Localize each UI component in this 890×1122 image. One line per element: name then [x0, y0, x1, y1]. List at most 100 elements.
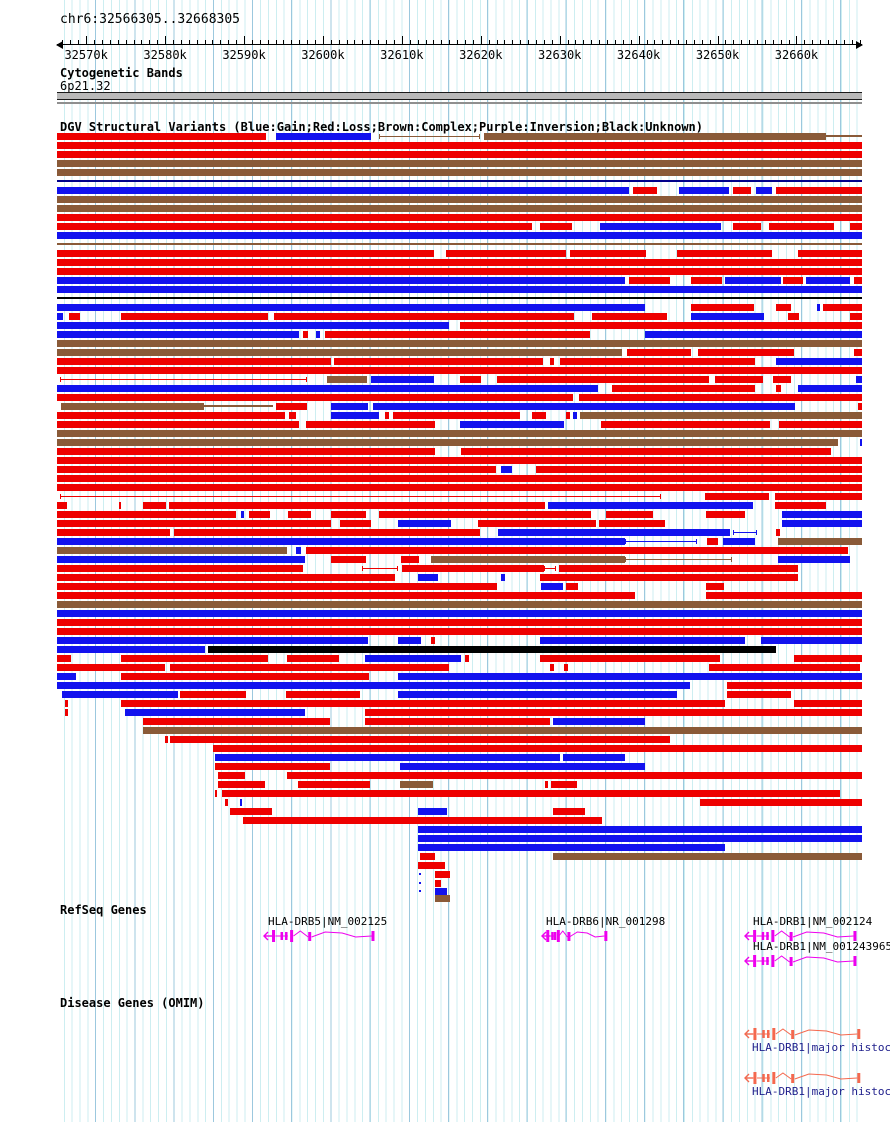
dgv-variant-bar[interactable]: [549, 664, 554, 671]
dgv-variant-bar[interactable]: [57, 358, 331, 365]
dgv-variant-bar[interactable]: [57, 655, 71, 662]
dgv-variant-bar[interactable]: [248, 511, 271, 518]
dgv-variant-bar[interactable]: [558, 565, 799, 572]
dgv-variant-bar[interactable]: [316, 331, 321, 338]
dgv-variant-bar[interactable]: [417, 808, 447, 815]
dgv-variant-bar[interactable]: [676, 250, 772, 257]
dgv-variant-bar[interactable]: [849, 313, 862, 320]
dgv-variant-bar[interactable]: [781, 520, 862, 527]
dgv-variant-bar[interactable]: [705, 583, 725, 590]
dgv-variant-bar[interactable]: [57, 538, 626, 545]
dgv-variant-bar[interactable]: [57, 610, 862, 617]
dgv-variant-bar[interactable]: [169, 664, 450, 671]
dgv-variant-bar[interactable]: [626, 349, 691, 356]
dgv-variant-bar[interactable]: [326, 376, 367, 383]
dgv-variant-bar[interactable]: [461, 448, 832, 455]
dgv-variant-bar[interactable]: [57, 475, 862, 482]
dgv-variant-bar[interactable]: [691, 313, 764, 320]
dgv-variant-bar[interactable]: [57, 142, 862, 149]
dgv-variant-line[interactable]: [418, 873, 421, 875]
dgv-variant-bar[interactable]: [697, 349, 794, 356]
dgv-variant-bar[interactable]: [459, 421, 565, 428]
dgv-variant-bar[interactable]: [57, 187, 629, 194]
dgv-variant-bar[interactable]: [69, 313, 80, 320]
dgv-variant-bar[interactable]: [57, 673, 77, 680]
dgv-variant-bar[interactable]: [57, 511, 236, 518]
dgv-variant-bar[interactable]: [805, 277, 850, 284]
dgv-variant-bar[interactable]: [431, 637, 435, 644]
dgv-variant-bar[interactable]: [57, 322, 450, 329]
dgv-variant-ibeam-line[interactable]: [733, 532, 758, 533]
dgv-variant-bar[interactable]: [691, 277, 722, 284]
dgv-variant-bar[interactable]: [214, 754, 561, 761]
dgv-variant-bar[interactable]: [500, 466, 512, 473]
dgv-variant-bar[interactable]: [303, 331, 309, 338]
dgv-variant-bar[interactable]: [793, 700, 862, 707]
dgv-variant-bar[interactable]: [601, 421, 771, 428]
dgv-variant-bar[interactable]: [325, 331, 590, 338]
dgv-variant-bar[interactable]: [287, 655, 339, 662]
dgv-variant-bar[interactable]: [501, 574, 505, 581]
dgv-variant-bar[interactable]: [57, 583, 498, 590]
dgv-variant-bar[interactable]: [57, 331, 299, 338]
dgv-variant-bar[interactable]: [57, 367, 862, 374]
dgv-variant-bar[interactable]: [222, 790, 841, 797]
dgv-variant-bar[interactable]: [57, 205, 862, 212]
dgv-variant-bar[interactable]: [379, 511, 591, 518]
dgv-variant-bar[interactable]: [57, 394, 573, 401]
dgv-variant-bar[interactable]: [275, 133, 371, 140]
dgv-variant-line[interactable]: [825, 135, 862, 137]
dgv-variant-bar[interactable]: [218, 772, 246, 779]
dgv-variant-bar[interactable]: [57, 646, 206, 653]
dgv-variant-bar[interactable]: [417, 835, 862, 842]
dgv-variant-bar[interactable]: [57, 628, 862, 635]
dgv-variant-bar[interactable]: [398, 673, 862, 680]
dgv-variant-ibeam-line[interactable]: [60, 379, 307, 380]
dgv-variant-bar[interactable]: [761, 637, 862, 644]
refseq-gene-glyph[interactable]: [263, 929, 376, 943]
dgv-variant-bar[interactable]: [459, 376, 482, 383]
dgv-variant-bar[interactable]: [57, 439, 838, 446]
dgv-variant-bar[interactable]: [552, 853, 862, 860]
dgv-variant-bar[interactable]: [435, 895, 450, 902]
dgv-variant-bar[interactable]: [778, 538, 862, 545]
dgv-variant-bar[interactable]: [459, 322, 862, 329]
dgv-variant-line[interactable]: [57, 243, 862, 245]
dgv-variant-bar[interactable]: [143, 718, 330, 725]
dgv-variant-bar[interactable]: [57, 421, 299, 428]
dgv-variant-bar[interactable]: [143, 727, 862, 734]
dgv-variant-bar[interactable]: [57, 682, 690, 689]
dgv-variant-bar[interactable]: [498, 529, 730, 536]
dgv-variant-bar[interactable]: [230, 808, 272, 815]
dgv-variant-bar[interactable]: [565, 412, 570, 419]
dgv-variant-bar[interactable]: [733, 223, 762, 230]
dgv-variant-bar[interactable]: [57, 340, 862, 347]
dgv-variant-bar[interactable]: [709, 664, 860, 671]
dgv-variant-bar[interactable]: [57, 565, 304, 572]
dgv-variant-bar[interactable]: [392, 412, 520, 419]
dgv-variant-bar[interactable]: [121, 673, 369, 680]
dgv-variant-bar[interactable]: [401, 565, 545, 572]
dgv-variant-bar[interactable]: [398, 691, 677, 698]
dgv-variant-bar[interactable]: [57, 484, 862, 491]
dgv-variant-bar[interactable]: [569, 250, 647, 257]
dgv-variant-bar[interactable]: [797, 385, 862, 392]
dgv-variant-bar[interactable]: [57, 277, 625, 284]
dgv-variant-bar[interactable]: [57, 601, 862, 608]
dgv-variant-bar[interactable]: [859, 439, 862, 446]
dgv-variant-bar[interactable]: [418, 574, 438, 581]
dgv-variant-line[interactable]: [203, 405, 273, 407]
dgv-variant-bar[interactable]: [57, 529, 170, 536]
dgv-variant-bar[interactable]: [497, 376, 710, 383]
dgv-variant-bar[interactable]: [435, 888, 448, 895]
dgv-variant-bar[interactable]: [287, 772, 862, 779]
dgv-variant-bar[interactable]: [57, 151, 862, 158]
dgv-variant-bar[interactable]: [628, 277, 671, 284]
dgv-variant-ibeam-line[interactable]: [625, 541, 697, 542]
dgv-variant-bar[interactable]: [690, 304, 755, 311]
dgv-variant-bar[interactable]: [853, 349, 862, 356]
dgv-variant-bar[interactable]: [288, 511, 311, 518]
dgv-variant-bar[interactable]: [793, 655, 862, 662]
dgv-variant-bar[interactable]: [552, 808, 586, 815]
dgv-variant-bar[interactable]: [57, 547, 288, 554]
